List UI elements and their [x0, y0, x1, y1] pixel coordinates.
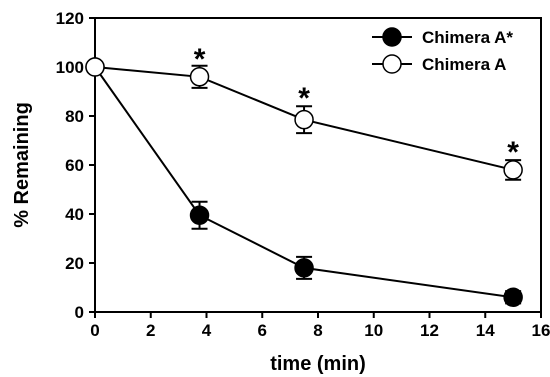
x-tick-label: 12 — [420, 321, 439, 340]
x-tick-label: 4 — [202, 321, 212, 340]
plot-area: * * * — [85, 43, 523, 308]
data-point — [503, 160, 523, 180]
x-tick-label: 10 — [364, 321, 383, 340]
y-tick-label: 60 — [65, 156, 84, 175]
series-line — [94, 66, 514, 171]
series-line — [94, 66, 514, 299]
data-point — [189, 67, 210, 87]
legend-marker — [382, 54, 402, 74]
x-tick-label: 8 — [313, 321, 322, 340]
data-point — [294, 258, 314, 278]
legend-label: Chimera A — [422, 55, 506, 74]
data-point — [85, 57, 105, 77]
axes: 0 2 4 6 8 10 12 14 16 0 20 40 60 80 100 120 — [56, 9, 550, 340]
x-tick-label: 6 — [258, 321, 267, 340]
x-tick-label: 0 — [90, 321, 99, 340]
x-tick-label: 16 — [532, 321, 550, 340]
data-point — [503, 287, 523, 308]
x-tick-label: 14 — [476, 321, 495, 340]
legend-marker — [382, 27, 402, 47]
data-point — [294, 109, 314, 130]
significance-marker: * — [507, 136, 519, 169]
y-tick-label: 20 — [65, 254, 84, 273]
y-axis-title: % Remaining — [11, 102, 33, 228]
x-axis-title: time (min) — [270, 353, 366, 375]
x-tick-label: 2 — [146, 321, 155, 340]
significance-marker: * — [194, 43, 206, 76]
y-tick-label: 0 — [75, 303, 84, 322]
y-tick-label: 40 — [65, 205, 84, 224]
data-point — [189, 205, 210, 225]
y-tick-label: 80 — [65, 107, 84, 126]
significance-marker: * — [298, 82, 310, 115]
legend-label: Chimera A* — [422, 28, 513, 47]
y-tick-label: 100 — [56, 58, 84, 77]
legend: Chimera A* Chimera A — [372, 27, 513, 74]
y-tick-label: 120 — [56, 9, 84, 28]
